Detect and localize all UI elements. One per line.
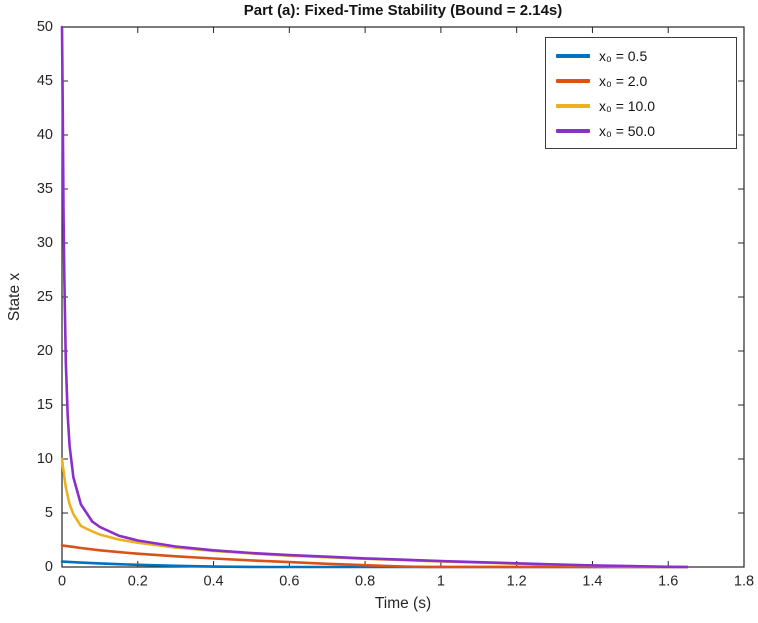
x-tick-label: 0.2 — [128, 574, 148, 590]
legend-entry: x₀ = 10.0 — [546, 93, 736, 118]
x-tick-label: 1.4 — [582, 574, 602, 590]
legend-entry: x₀ = 50.0 — [546, 118, 736, 143]
y-tick-label: 40 — [37, 127, 53, 143]
x-tick-label: 1.8 — [734, 574, 754, 590]
legend-entry: x₀ = 2.0 — [546, 68, 736, 93]
y-tick-label: 5 — [45, 505, 53, 521]
chart-title: Part (a): Fixed-Time Stability (Bound = … — [243, 2, 563, 19]
series-line-x0-0.5 — [60, 560, 689, 569]
y-tick-label: 50 — [37, 19, 53, 35]
y-tick-label: 15 — [37, 397, 53, 413]
series-line-x0-50 — [60, 25, 689, 569]
legend-label: x₀ = 2.0 — [599, 72, 648, 89]
x-axis-label: Time (s) — [374, 595, 432, 612]
y-tick-label: 20 — [37, 343, 53, 359]
x-tick-label: 0.8 — [355, 574, 375, 590]
legend: x₀ = 0.5 x₀ = 2.0 x₀ = 10.0 x₀ = 50.0 — [545, 37, 737, 149]
y-tick-label: 0 — [45, 559, 53, 575]
y-tick-label: 10 — [37, 451, 53, 467]
legend-label: x₀ = 10.0 — [599, 97, 656, 114]
x-tick-label: 1.2 — [507, 574, 527, 590]
series-line-x0-10 — [60, 457, 689, 569]
y-axis-label: State x — [6, 272, 23, 322]
legend-line-swatch — [556, 53, 590, 58]
x-tick-label: 0.6 — [279, 574, 299, 590]
y-tick-label: 25 — [37, 289, 53, 305]
legend-entry: x₀ = 0.5 — [546, 43, 736, 68]
legend-label: x₀ = 0.5 — [599, 47, 648, 64]
legend-line-swatch — [556, 128, 590, 133]
y-tick-label: 35 — [37, 181, 53, 197]
legend-line-swatch — [556, 78, 590, 83]
y-tick-label: 30 — [37, 235, 53, 251]
series-line-x0-2 — [60, 544, 689, 569]
x-tick-label: 1.6 — [658, 574, 678, 590]
legend-label: x₀ = 50.0 — [599, 122, 656, 139]
x-tick-label: 1 — [437, 574, 445, 590]
x-tick-label: 0.4 — [203, 574, 223, 590]
x-tick-label: 0 — [58, 574, 66, 590]
legend-line-swatch — [556, 103, 590, 108]
y-tick-label: 45 — [37, 73, 53, 89]
